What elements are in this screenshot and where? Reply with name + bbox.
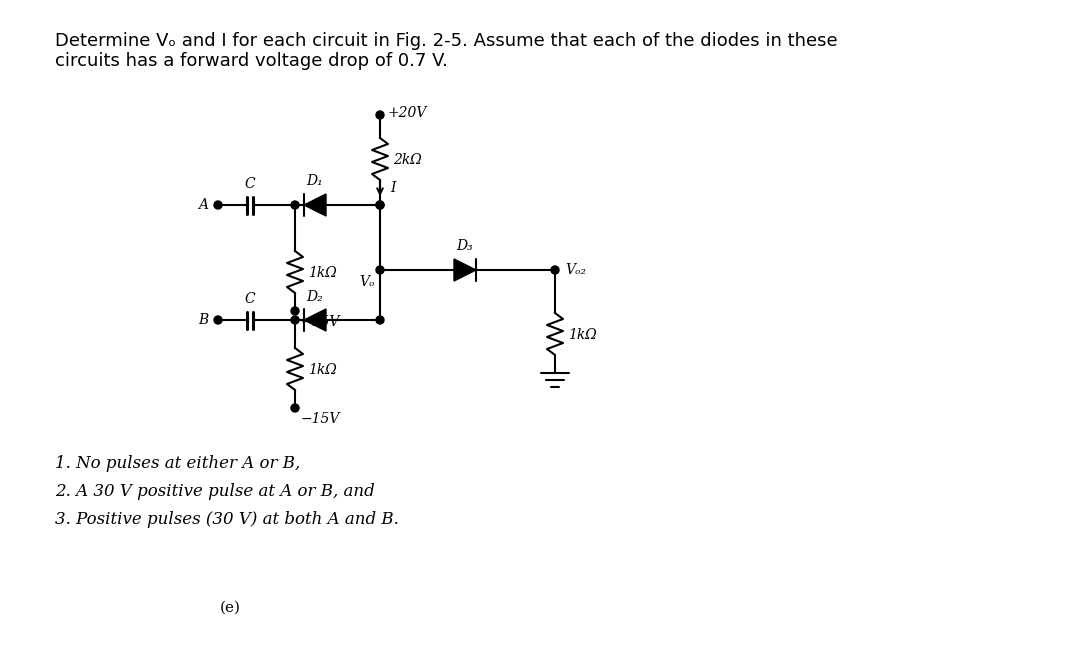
Text: Vₒ₂: Vₒ₂ bbox=[565, 263, 586, 277]
Circle shape bbox=[376, 111, 384, 119]
Text: −15V: −15V bbox=[301, 412, 340, 426]
Text: D₂: D₂ bbox=[306, 290, 323, 304]
Text: 1kΩ: 1kΩ bbox=[308, 363, 337, 377]
Text: B: B bbox=[198, 313, 208, 327]
Circle shape bbox=[214, 201, 222, 209]
Text: D₃: D₃ bbox=[456, 239, 474, 253]
Circle shape bbox=[376, 266, 384, 274]
Text: C: C bbox=[245, 291, 256, 306]
Circle shape bbox=[291, 201, 299, 209]
Text: 1. No pulses at either A or B,: 1. No pulses at either A or B, bbox=[55, 455, 301, 472]
Text: circuits has a forward voltage drop of 0.7 V.: circuits has a forward voltage drop of 0… bbox=[55, 52, 448, 70]
Circle shape bbox=[291, 404, 299, 412]
Text: Determine Vₒ and I for each circuit in Fig. 2-5. Assume that each of the diodes : Determine Vₒ and I for each circuit in F… bbox=[55, 32, 838, 50]
Text: 1kΩ: 1kΩ bbox=[308, 266, 337, 280]
Polygon shape bbox=[304, 194, 326, 216]
Circle shape bbox=[291, 316, 299, 324]
Circle shape bbox=[214, 316, 222, 324]
Text: −15V: −15V bbox=[301, 315, 340, 329]
Circle shape bbox=[376, 316, 384, 324]
Circle shape bbox=[376, 201, 384, 209]
Text: C: C bbox=[245, 176, 256, 190]
Polygon shape bbox=[304, 309, 326, 331]
Text: D₁: D₁ bbox=[306, 174, 323, 188]
Text: 3. Positive pulses (30 V) at both A and B.: 3. Positive pulses (30 V) at both A and … bbox=[55, 511, 398, 528]
Text: A: A bbox=[198, 198, 208, 212]
Text: 1kΩ: 1kΩ bbox=[568, 328, 597, 342]
Circle shape bbox=[376, 201, 384, 209]
Circle shape bbox=[551, 266, 558, 274]
Text: Vₒ: Vₒ bbox=[360, 275, 375, 289]
Text: I: I bbox=[390, 181, 395, 195]
Polygon shape bbox=[454, 259, 476, 281]
Text: +20V: +20V bbox=[388, 106, 427, 120]
Circle shape bbox=[291, 307, 299, 315]
Text: 2kΩ: 2kΩ bbox=[393, 153, 422, 167]
Text: (e): (e) bbox=[219, 601, 241, 615]
Text: 2. A 30 V positive pulse at A or B, and: 2. A 30 V positive pulse at A or B, and bbox=[55, 483, 375, 500]
